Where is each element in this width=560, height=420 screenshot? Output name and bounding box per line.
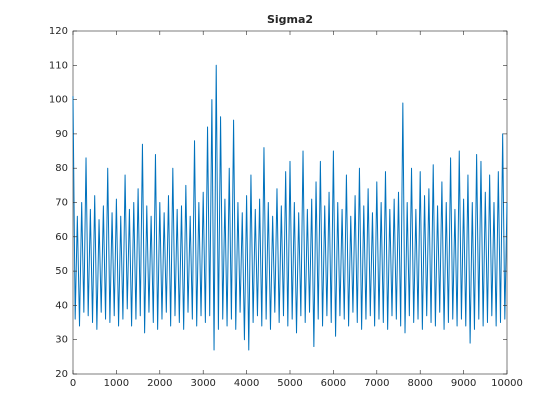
x-tick-label: 8000 [407, 378, 432, 389]
x-tick-label: 3000 [190, 378, 215, 389]
x-tick-label: 4000 [234, 378, 259, 389]
x-tick-label: 10000 [491, 378, 523, 389]
y-tick-label: 60 [55, 232, 68, 243]
y-tick-label: 90 [55, 129, 68, 140]
y-tick-label: 40 [55, 300, 68, 311]
y-tick-label: 120 [49, 26, 68, 37]
x-tick-label: 0 [70, 378, 76, 389]
x-tick-label: 1000 [104, 378, 129, 389]
y-tick-label: 110 [49, 60, 68, 71]
y-tick-label: 30 [55, 335, 68, 346]
x-tick-label: 5000 [277, 378, 302, 389]
data-line [72, 64, 508, 351]
y-tick-label: 70 [55, 198, 68, 209]
y-tick-label: 80 [55, 163, 68, 174]
x-tick-label: 7000 [364, 378, 389, 389]
x-tick-label: 6000 [321, 378, 346, 389]
y-tick-label: 100 [49, 95, 68, 106]
y-tick-label: 50 [55, 266, 68, 277]
x-tick-label: 9000 [451, 378, 476, 389]
chart-title: Sigma2 [267, 13, 313, 26]
y-tick-label: 20 [55, 369, 68, 380]
x-tick-label: 2000 [147, 378, 172, 389]
